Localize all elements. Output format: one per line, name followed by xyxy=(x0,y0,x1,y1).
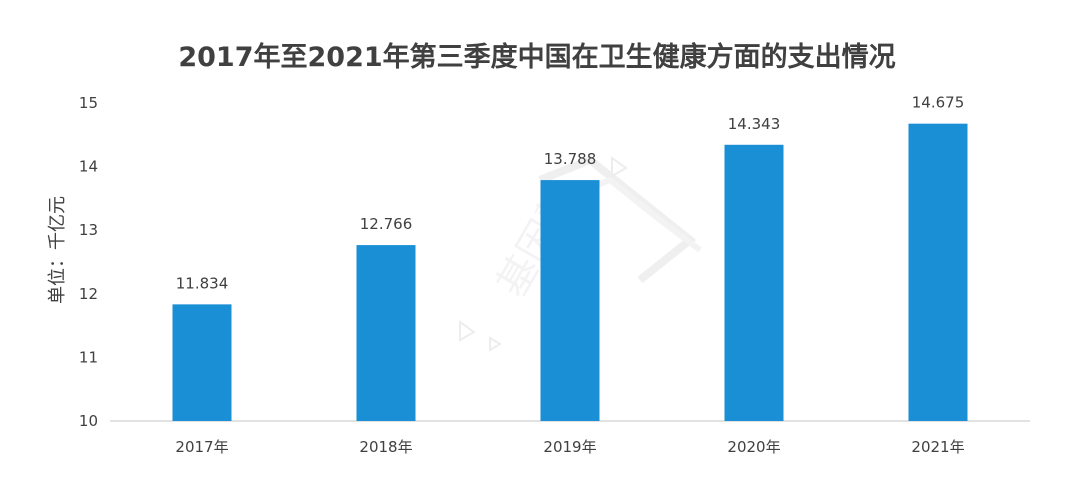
x-axis: 2017年 2018年 2019年 2020年 2021年 xyxy=(110,420,1030,456)
x-tick-label: 2019年 xyxy=(543,438,596,456)
y-tick-label: 14 xyxy=(79,158,98,176)
x-tick-label: 2020年 xyxy=(727,438,780,456)
bar xyxy=(908,123,968,422)
data-label: 14.343 xyxy=(728,115,781,133)
data-label: 13.788 xyxy=(544,150,597,168)
bar xyxy=(356,245,416,421)
y-tick-label: 12 xyxy=(79,285,98,303)
y-axis-label: 单位：千亿元 xyxy=(47,196,68,304)
data-label: 12.766 xyxy=(360,215,413,233)
bar xyxy=(724,144,784,421)
data-labels: 11.834 12.766 13.788 14.343 14.675 xyxy=(176,94,965,293)
y-tick-label: 15 xyxy=(79,94,98,112)
x-tick-label: 2017年 xyxy=(175,438,228,456)
data-label: 11.834 xyxy=(176,274,229,292)
data-label: 14.675 xyxy=(912,94,965,112)
chart-title: 2017年至2021年第三季度中国在卫生健康方面的支出情况 xyxy=(178,41,895,73)
bar xyxy=(172,304,232,421)
y-axis: 10 11 12 13 14 15 xyxy=(79,94,98,430)
y-tick-label: 13 xyxy=(79,221,98,239)
bars xyxy=(172,123,968,422)
x-tick-label: 2021年 xyxy=(911,438,964,456)
y-tick-label: 11 xyxy=(79,348,98,366)
y-tick-label: 10 xyxy=(79,412,98,430)
x-tick-label: 2018年 xyxy=(359,438,412,456)
bar xyxy=(540,180,600,421)
